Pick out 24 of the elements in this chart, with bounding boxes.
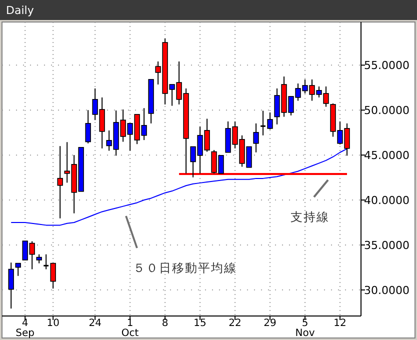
y-tick-label: 45.0000 (364, 149, 410, 162)
chart-title: Daily (6, 4, 34, 17)
candlestick (8, 262, 14, 310)
x-tick-label: 15 (194, 318, 206, 329)
x-tick-label: 4 Sep (16, 318, 35, 339)
x-tick-label: 24 (88, 318, 102, 329)
x-tick-label: 5 Nov (295, 318, 315, 339)
x-tick-label: 1 Oct (121, 318, 139, 339)
y-tick-label: 50.0000 (364, 104, 410, 118)
x-tick-label: 12 (334, 318, 346, 329)
y-tick-label: 35.0000 (364, 238, 410, 252)
y-tick-label: 30.0000 (364, 284, 410, 297)
candlestick (85, 110, 91, 144)
y-tick-label: 55.0000 (364, 59, 410, 72)
x-tick-label: 10 (46, 318, 60, 329)
x-tick-label: 22 (228, 318, 242, 329)
y-tick-label: 40.0000 (364, 194, 410, 208)
x-tick-label: 29 (264, 318, 276, 329)
annotation: ５０日移動平均線 (133, 261, 237, 275)
candlestick (15, 262, 21, 276)
annotation: 支持線 (290, 210, 330, 224)
candlestick (57, 146, 63, 219)
candlestick (253, 122, 259, 153)
x-tick-label: 8 (162, 318, 168, 329)
